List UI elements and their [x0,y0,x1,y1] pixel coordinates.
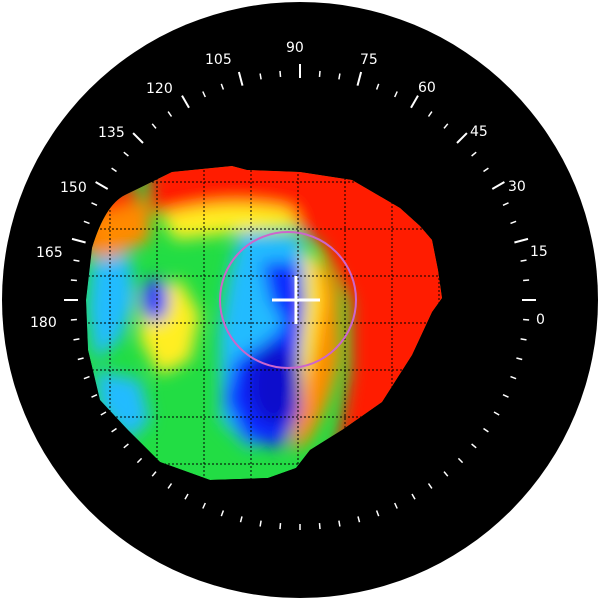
minor-tick [510,375,517,380]
minor-tick [220,83,225,90]
minor-tick [151,471,157,477]
zone-dark-blue-core [249,345,301,425]
minor-tick [443,123,449,129]
minor-tick [239,516,243,523]
major-tick [514,237,529,244]
minor-tick [77,357,84,361]
angle-label-75: 75 [360,52,378,68]
minor-tick [471,443,477,449]
zone-cyan-left [88,255,135,360]
major-tick [95,181,109,190]
minor-tick [167,483,173,489]
minor-tick [338,520,341,527]
minor-tick [136,457,143,464]
minor-tick [91,202,98,206]
minor-tick [100,411,107,416]
minor-tick [279,523,282,530]
minor-tick [394,91,398,98]
angle-label-90: 90 [286,40,304,56]
minor-tick [318,70,321,77]
minor-tick [83,220,90,225]
minor-tick [259,520,262,527]
zone-cyan-lower [95,370,150,440]
topography-heatmap [86,166,442,480]
angle-label-60: 60 [418,80,436,96]
minor-tick [111,167,117,173]
angle-label-15: 15 [530,244,548,260]
minor-tick [502,202,509,206]
minor-tick [502,394,509,398]
minor-tick [443,471,449,477]
minor-tick [411,493,416,500]
zone-yellow-band-top [160,204,300,240]
minor-tick [483,427,489,433]
minor-tick [70,318,77,321]
zone-blue-left [142,278,168,322]
minor-tick [394,502,398,509]
minor-tick [111,427,117,433]
minor-tick [516,357,523,361]
minor-tick [167,111,173,117]
minor-tick [493,411,500,416]
angle-label-45: 45 [470,124,488,140]
minor-tick [375,83,380,90]
minor-tick [70,279,77,282]
minor-tick [184,493,189,500]
major-tick [491,181,505,190]
minor-tick [523,279,530,282]
minor-tick [471,151,477,157]
major-tick [71,237,86,244]
minor-tick [483,167,489,173]
angle-label-180: 180 [30,315,57,331]
major-tick [356,71,363,86]
angle-label-165: 165 [36,245,63,261]
minor-tick [279,70,282,77]
angle-label-120: 120 [146,81,173,97]
minor-tick [91,394,98,398]
minor-tick [375,510,380,517]
minor-tick [202,502,206,509]
major-tick [181,95,190,109]
major-tick [410,95,419,109]
angle-label-150: 150 [60,180,87,196]
angle-label-0: 0 [536,312,545,328]
minor-tick [220,510,225,517]
angle-label-135: 135 [98,125,125,141]
minor-tick [318,523,321,530]
minor-tick [73,259,80,262]
major-tick [237,71,244,86]
minor-tick [510,220,517,225]
minor-tick [457,457,464,464]
minor-tick [520,338,527,341]
center-crosshair-icon [272,276,320,324]
minor-tick [259,73,262,80]
minor-tick [427,111,433,117]
minor-tick [83,375,90,380]
angle-ticks [64,64,536,530]
major-tick [456,132,468,144]
pupil-reticle-circle [219,231,357,369]
angle-label-30: 30 [508,179,526,195]
minor-tick [523,318,530,321]
zone-orange-band [290,250,340,450]
minor-tick [202,91,206,98]
minor-tick [338,73,341,80]
minor-tick [123,443,129,449]
angle-label-105: 105 [205,52,232,68]
minor-tick [123,151,129,157]
minor-tick [73,338,80,341]
minor-tick [357,516,361,523]
minor-tick [151,123,157,129]
angle-labels: 0 15 30 45 60 75 90 105 120 135 150 165 … [30,40,548,331]
zone-red-top [150,166,442,480]
major-tick [132,132,144,144]
minor-tick [427,483,433,489]
minor-tick [520,259,527,262]
